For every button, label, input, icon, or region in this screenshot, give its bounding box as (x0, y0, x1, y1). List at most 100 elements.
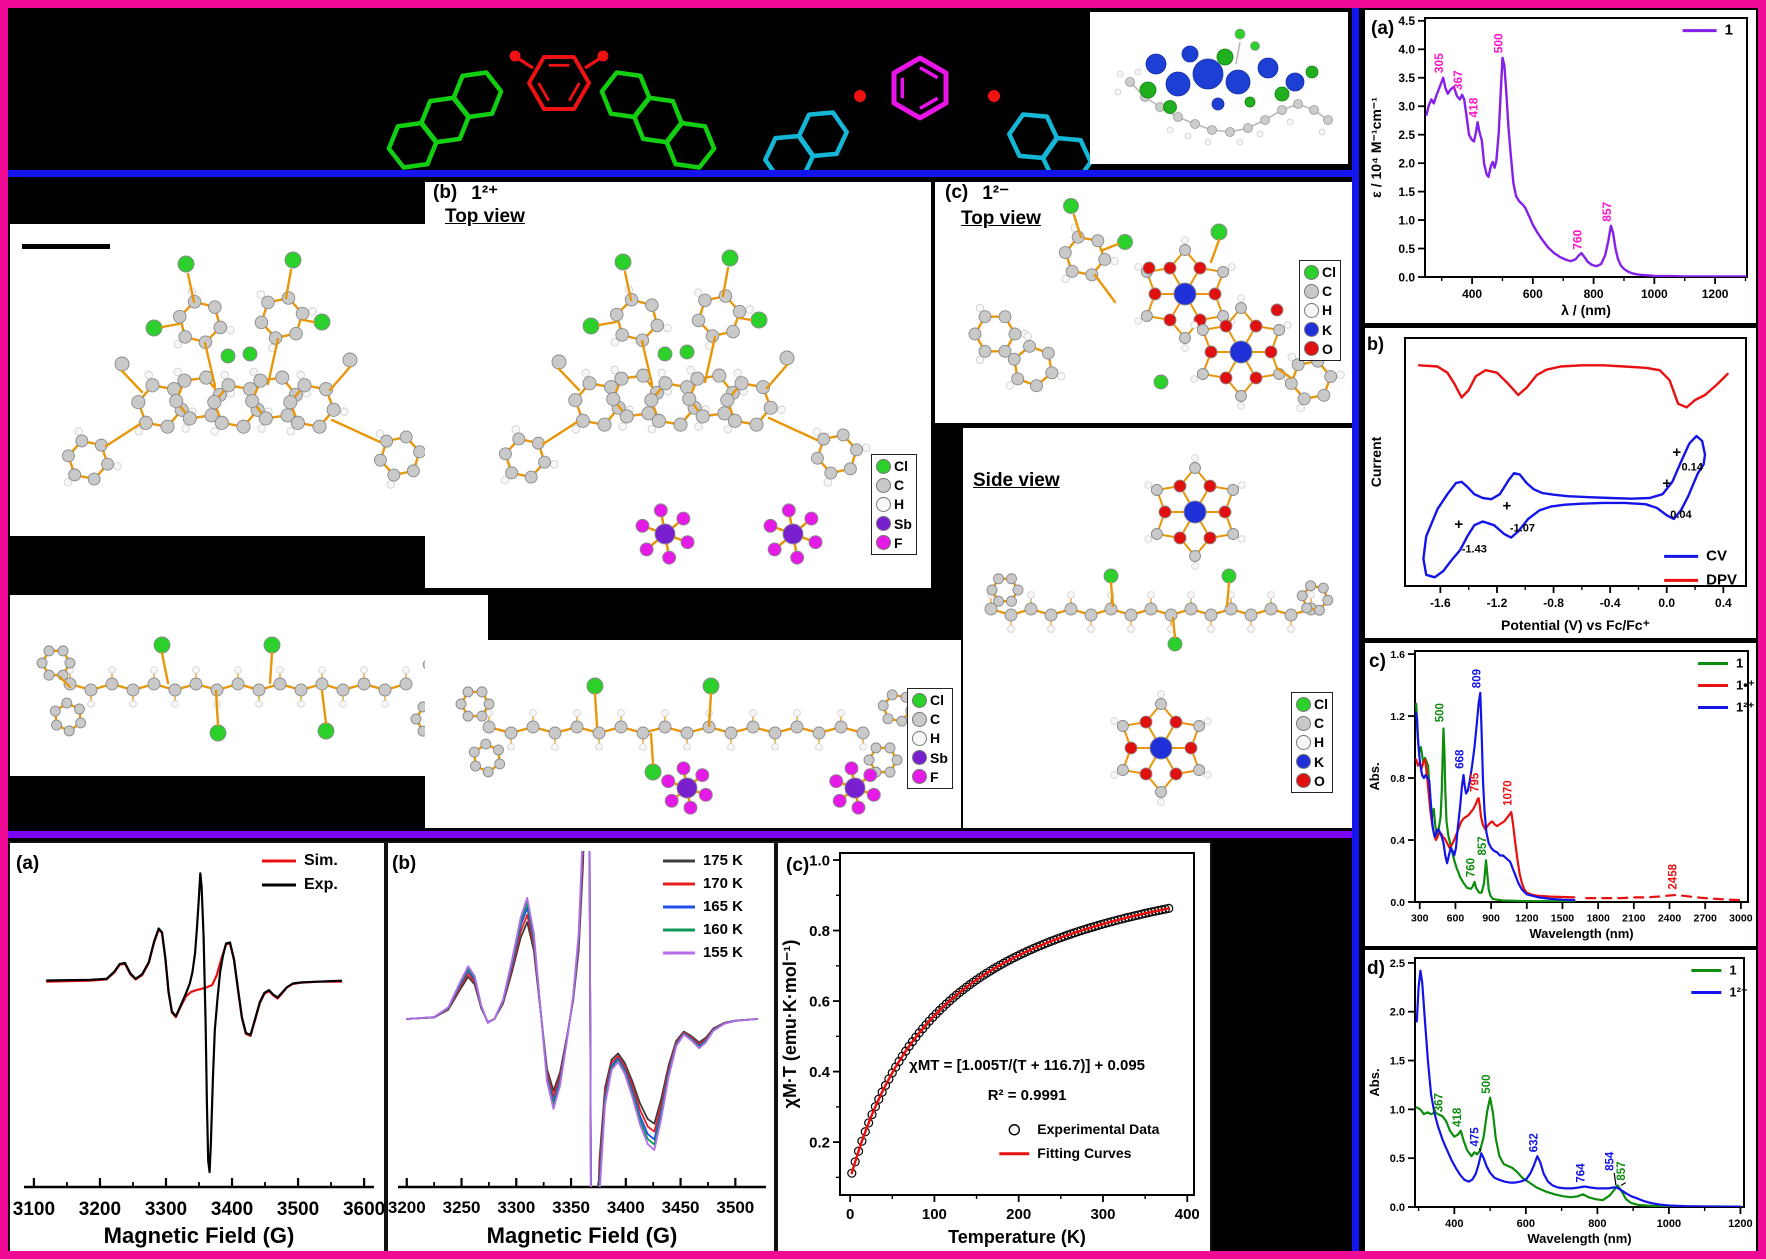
svg-text:764: 764 (1576, 1163, 1588, 1183)
atom-dot-F (876, 535, 891, 551)
svg-text:760: 760 (1466, 858, 1478, 877)
svg-text:λ / (nm): λ / (nm) (1561, 302, 1611, 318)
svg-text:155 K: 155 K (703, 944, 743, 961)
atom-legend-label: Sb (930, 749, 948, 766)
svg-text:418: 418 (1452, 1107, 1464, 1127)
svg-text:3300: 3300 (497, 1198, 535, 1217)
atom-legend-label: Sb (894, 515, 912, 532)
svg-text:2.5: 2.5 (1390, 958, 1405, 970)
atom-legend-label: C (930, 711, 941, 728)
svg-text:(a): (a) (16, 853, 39, 874)
svg-text:854: 854 (1605, 1151, 1617, 1171)
svg-text:3200: 3200 (79, 1199, 121, 1220)
svg-text:Wavelength (nm): Wavelength (nm) (1529, 926, 1633, 941)
atom-dot-H (876, 496, 891, 512)
svg-text:-0.4: -0.4 (1600, 596, 1621, 610)
svg-text:3.5: 3.5 (1398, 71, 1415, 85)
absNIR-svg: 300 600 900 1200 1500 1800 2100 2400 2700 30000.0… (1367, 649, 1755, 941)
atom-dot-Cl (1304, 264, 1319, 280)
svg-text:DPV: DPV (1706, 571, 1737, 588)
atom-dot-O (1296, 773, 1311, 789)
svg-text:χM·T (emu·K·mol⁻¹): χM·T (emu·K·mol⁻¹) (780, 940, 800, 1109)
svg-text:(c): (c) (786, 855, 809, 876)
svg-text:0.5: 0.5 (1398, 242, 1415, 256)
svg-text:857: 857 (1616, 1161, 1628, 1180)
svg-text:+: + (1662, 475, 1671, 492)
svg-text:305: 305 (1432, 53, 1446, 73)
svg-text:-1.43: -1.43 (1462, 544, 1487, 556)
svg-text:1500: 1500 (1551, 913, 1575, 925)
atom-dot-Sb (912, 750, 927, 766)
svg-text:857: 857 (1600, 201, 1614, 221)
crystal-c-side-view: Side view Cl C H K O (963, 428, 1352, 828)
atom-legend-label: K (1322, 321, 1333, 338)
svg-text:857: 857 (1477, 836, 1489, 855)
svg-text:632: 632 (1528, 1133, 1540, 1152)
svg-text:3500: 3500 (277, 1199, 319, 1220)
svg-text:Fitting Curves: Fitting Curves (1037, 1145, 1131, 1161)
cv-svg: -1.6 -1.2 -0.8 -0.4 0.0 0.4 Potential (V) vs F… (1367, 334, 1747, 633)
spin-density-drawing (1090, 12, 1348, 164)
svg-text:367: 367 (1434, 1093, 1446, 1112)
svg-text:+: + (1503, 497, 1512, 514)
atom-dot-Cl (912, 692, 927, 708)
panel-c-compound: 1²⁻ (982, 183, 1010, 204)
divider-blue-horizontal (8, 170, 1354, 177)
atom-color-legend: Cl C H K O (1299, 260, 1341, 361)
svg-text:0.5: 0.5 (1390, 1153, 1405, 1165)
svg-text:1200: 1200 (1728, 1218, 1752, 1230)
svg-text:668: 668 (1455, 749, 1467, 769)
svg-text:0: 0 (846, 1206, 854, 1223)
svg-text:0.6: 0.6 (809, 993, 830, 1010)
svg-text:Magnetic Field (G): Magnetic Field (G) (487, 1223, 678, 1248)
chart-absNIR: 300 600 900 1200 1500 1800 2100 2400 2700 3000 0.0… (1365, 643, 1756, 946)
svg-text:0.4: 0.4 (809, 1064, 831, 1081)
svg-text:+: + (1454, 516, 1463, 533)
molecule-drawing (498, 249, 871, 565)
atom-legend-label: H (930, 730, 941, 747)
svg-text:418: 418 (1467, 97, 1481, 117)
svg-text:175 K: 175 K (703, 852, 743, 869)
svg-text:-1.2: -1.2 (1487, 596, 1508, 610)
svg-text:-1.07: -1.07 (1510, 522, 1535, 534)
panel-b-top-view-label: Top view (445, 206, 525, 227)
svg-text:+: + (1672, 444, 1681, 461)
svg-text:500: 500 (1492, 33, 1506, 53)
svg-text:1.0: 1.0 (1390, 1104, 1405, 1116)
molecule-drawing (968, 198, 1345, 413)
svg-text:0.4: 0.4 (1715, 596, 1732, 610)
svg-text:1²⁺: 1²⁺ (1736, 700, 1755, 715)
chart-uvvis: 400 600 800 1000 1200 0.0 0.5 1.0 1.5 2.0 2.5 3.0 3.… (1365, 10, 1756, 323)
svg-text:1800: 1800 (1586, 913, 1610, 925)
eprA-svg: 3100 3200 3300 3400 3500 3600 Magnetic Field (… (13, 852, 384, 1248)
panel-b-compound: 1²⁺ (471, 183, 499, 204)
panel-c-top-view-label: Top view (961, 208, 1041, 229)
svg-text:Exp.: Exp. (304, 876, 338, 893)
svg-text:4.0: 4.0 (1398, 43, 1415, 57)
atom-legend-label: C (1314, 715, 1325, 732)
crystal-c-top-view: (c) 1²⁻ Top view Cl C H K O (935, 182, 1352, 423)
svg-text:CV: CV (1706, 547, 1727, 564)
svg-text:-1.6: -1.6 (1430, 596, 1451, 610)
svg-text:2100: 2100 (1622, 913, 1646, 925)
molecule-drawing (984, 454, 1334, 806)
atom-color-legend: Cl C H K O (1291, 692, 1333, 793)
svg-text:1070: 1070 (1502, 780, 1514, 806)
svg-text:Abs.: Abs. (1367, 762, 1382, 790)
svg-text:3400: 3400 (607, 1198, 645, 1217)
atom-dot-O (1304, 341, 1319, 357)
svg-text:2.0: 2.0 (1390, 1007, 1405, 1019)
svg-text:3500: 3500 (716, 1198, 754, 1217)
atom-legend-label: C (1322, 283, 1333, 300)
atom-legend-label: Cl (894, 458, 908, 474)
atom-legend-label: H (894, 496, 905, 513)
atom-legend-label: Cl (1322, 264, 1336, 280)
reaction-scheme-banner (386, 50, 1093, 170)
svg-text:3600: 3600 (343, 1199, 384, 1220)
molecule-drawing (61, 251, 434, 489)
atom-dot-C (876, 477, 891, 493)
svg-text:-0.8: -0.8 (1543, 596, 1564, 610)
svg-text:3450: 3450 (662, 1198, 700, 1217)
svg-text:1.0: 1.0 (809, 852, 830, 869)
atom-legend-label: Cl (1314, 696, 1328, 712)
